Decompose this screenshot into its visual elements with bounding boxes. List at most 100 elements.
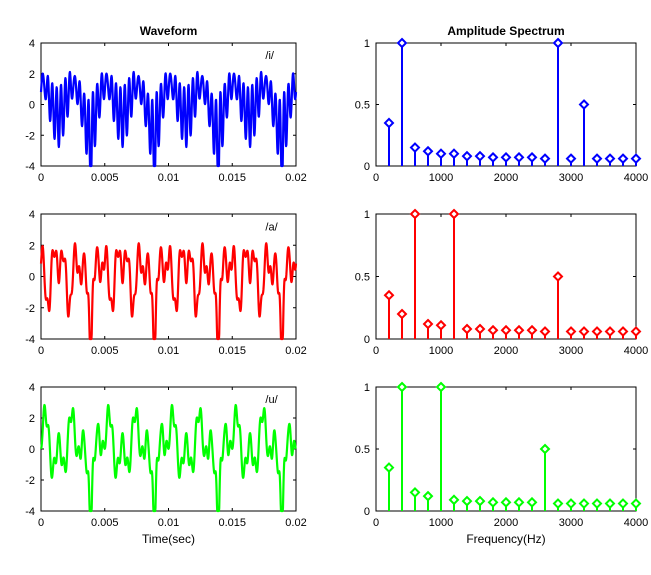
x-tick-label: 1000 (429, 172, 453, 184)
y-tick-label: 0 (29, 444, 35, 456)
stem-marker (578, 326, 590, 337)
y-tick-label: -4 (25, 161, 35, 173)
stem-marker (630, 326, 642, 337)
y-tick-label: 1 (364, 38, 370, 50)
stem-marker (617, 326, 629, 337)
stem-marker (474, 323, 486, 335)
x-tick-label: 4000 (624, 172, 648, 184)
panel-1: 0 0.005 0.01 0.015 0.02 4 2 0 -2 -4 Waveform/i/ (25, 24, 306, 184)
x-tick-label: 0.02 (285, 517, 306, 529)
stem-marker (448, 494, 460, 506)
x-tick-label: 3000 (559, 517, 583, 529)
y-tick-label: 2 (29, 69, 35, 81)
x-tick-label: 0.005 (91, 517, 119, 529)
stem-marker (513, 324, 525, 336)
waveform-line (39, 403, 297, 513)
y-tick-label: 2 (29, 413, 35, 425)
x-tick-label: 0.01 (158, 517, 179, 529)
stem-marker (396, 37, 408, 49)
x-tick-label: 2000 (494, 345, 518, 357)
y-tick-label: 0.5 (355, 444, 370, 456)
y-tick-label: -4 (25, 334, 35, 346)
x-tick-label: 0.015 (218, 517, 246, 529)
y-tick-label: -2 (25, 303, 35, 315)
panel-2: 0 1000 2000 3000 4000 1 0.5 0 Amplitude Spectrum (355, 24, 649, 184)
y-tick-label: 0 (29, 272, 35, 284)
waveform-line (39, 242, 298, 341)
panel-title: Waveform (140, 24, 198, 38)
x-tick-label: 2000 (494, 172, 518, 184)
stem-marker (487, 151, 499, 163)
waveform-line (39, 70, 298, 168)
stem-marker (630, 153, 642, 165)
y-tick-label: 4 (29, 209, 35, 221)
stem-marker (422, 490, 434, 502)
x-tick-label: 1000 (429, 517, 453, 529)
y-tick-label: 0 (364, 161, 370, 173)
y-tick-label: -4 (25, 506, 35, 518)
stem-marker (396, 308, 408, 320)
stem-marker (617, 153, 629, 165)
stem-marker (448, 208, 460, 220)
vowel-annotation: /a/ (265, 221, 278, 233)
x-axis-label: Frequency(Hz) (466, 532, 545, 546)
stem-marker (565, 326, 577, 337)
stem-marker (578, 498, 590, 509)
y-tick-label: 4 (29, 38, 35, 50)
stem-marker (565, 498, 577, 509)
stem-marker (409, 208, 421, 220)
stem-marker (422, 145, 434, 157)
x-tick-label: 2000 (494, 517, 518, 529)
stem-marker (526, 496, 538, 508)
stem-marker (591, 326, 603, 337)
stem-marker (422, 318, 434, 330)
x-tick-label: 0.01 (158, 345, 179, 357)
x-tick-label: 0.01 (158, 172, 179, 184)
stem-marker (539, 443, 551, 455)
x-tick-label: 0.005 (91, 345, 119, 357)
stem-marker (513, 151, 525, 163)
stem-marker (539, 153, 551, 165)
stem-marker (500, 151, 512, 163)
y-tick-label: 4 (29, 382, 35, 394)
stem-marker (552, 498, 564, 509)
x-tick-label: 0 (373, 517, 379, 529)
panel-3: 0 0.005 0.01 0.015 0.02 4 2 0 -2 -4/a/ (25, 209, 306, 357)
stem-marker (552, 271, 564, 282)
x-tick-label: 3000 (559, 345, 583, 357)
stem-marker (617, 498, 629, 509)
stem-marker (383, 289, 395, 301)
stem-marker (591, 153, 603, 165)
stem-marker (409, 142, 421, 153)
panel-4: 0 1000 2000 3000 4000 1 0.5 0 (355, 208, 648, 357)
stem-marker (500, 496, 512, 508)
x-axis-label: Time(sec) (142, 532, 195, 546)
stem-marker (383, 117, 395, 129)
stem-marker (630, 498, 642, 509)
x-tick-label: 0 (38, 517, 44, 529)
panel-title: Amplitude Spectrum (447, 24, 564, 38)
y-tick-label: 0 (29, 100, 35, 112)
x-tick-label: 0 (373, 172, 379, 184)
x-tick-label: 0.015 (218, 345, 246, 357)
stem-marker (604, 326, 616, 337)
stem-marker (474, 495, 486, 507)
x-tick-label: 0.02 (285, 345, 306, 357)
y-tick-label: 1 (364, 382, 370, 394)
stem-marker (461, 150, 473, 162)
y-tick-label: 0.5 (355, 272, 370, 284)
stem-marker (604, 153, 616, 165)
stem-marker (487, 496, 499, 508)
x-tick-label: 3000 (559, 172, 583, 184)
y-tick-label: 0 (364, 334, 370, 346)
x-tick-label: 4000 (624, 517, 648, 529)
stem-marker (487, 324, 499, 336)
x-tick-label: 4000 (624, 345, 648, 357)
stem-marker (500, 324, 512, 336)
panel-5: 0 0.005 0.01 0.015 0.02 4 2 0 -2 -4 Time(sec) /u/ (25, 382, 306, 546)
stem-marker (552, 37, 564, 49)
stem-marker (578, 99, 590, 110)
vowel-annotation: /u/ (265, 394, 278, 406)
stem-marker (474, 150, 486, 162)
